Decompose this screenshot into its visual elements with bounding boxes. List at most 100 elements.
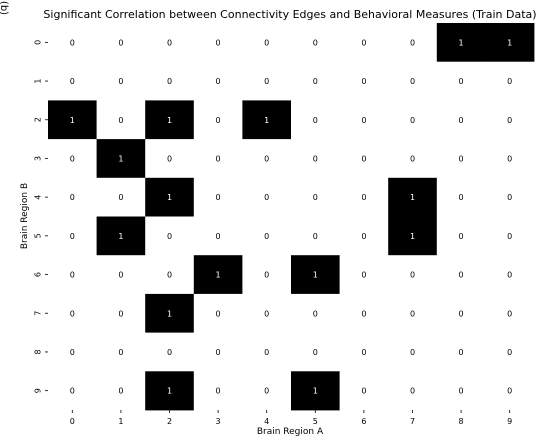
corner-label: (b) [0, 1, 9, 15]
heatmap-cell-r9-c6 [339, 371, 389, 411]
heatmap-cell-label-r4-c7: 1 [410, 193, 415, 202]
heatmap-cell-label-r7-c5: 0 [313, 309, 318, 318]
heatmap-cell-label-r2-c8: 0 [459, 116, 464, 125]
heatmap-cell-label-r6-c9: 0 [507, 271, 512, 280]
heatmap-cell-label-r9-c3: 0 [216, 387, 221, 396]
heatmap-cell-label-r2-c6: 0 [361, 116, 366, 125]
heatmap-cell-label-r1-c6: 0 [361, 77, 366, 86]
heatmap-cell-label-r3-c6: 0 [361, 154, 366, 163]
heatmap-cell-label-r8-c7: 0 [410, 348, 415, 357]
heatmap-cell-label-r0-c4: 0 [264, 38, 269, 47]
heatmap-cell-r5-c9 [485, 216, 535, 256]
heatmap-cell-r5-c8 [436, 216, 486, 256]
heatmap-cell-r1-c9 [485, 61, 535, 101]
heatmap-cell-r7-c1 [96, 293, 146, 333]
heatmap-cell-r9-c7 [388, 371, 438, 411]
heatmap-cell-label-r4-c6: 0 [361, 193, 366, 202]
heatmap-cell-r9-c9 [485, 371, 535, 411]
heatmap-cell-r5-c0 [48, 216, 97, 256]
heatmap-cell-r3-c1 [96, 139, 146, 179]
heatmap-cell-r8-c5 [291, 332, 340, 372]
heatmap-cell-r5-c5 [291, 216, 340, 256]
x-tick-label-2: 2 [167, 417, 172, 426]
y-tick-label-2: 2 [34, 117, 43, 122]
heatmap-cell-r2-c5 [291, 100, 340, 140]
heatmap-cell-label-r8-c3: 0 [216, 348, 221, 357]
heatmap-cell-label-r7-c2: 1 [167, 309, 172, 318]
heatmap-cell-label-r9-c7: 0 [410, 387, 415, 396]
heatmap-cell-label-r1-c2: 0 [167, 77, 172, 86]
heatmap-cell-r8-c7 [388, 332, 438, 372]
heatmap-cell-label-r5-c3: 0 [216, 232, 221, 241]
heatmap-cell-label-r9-c5: 1 [313, 387, 318, 396]
heatmap-cell-label-r0-c0: 0 [70, 38, 75, 47]
heatmap-cell-label-r5-c5: 0 [313, 232, 318, 241]
heatmap-cell-r0-c6 [339, 23, 389, 63]
heatmap-cell-label-r0-c3: 0 [216, 38, 221, 47]
heatmap-cell-label-r4-c0: 0 [70, 193, 75, 202]
x-tick-label-5: 5 [313, 417, 318, 426]
heatmap-cell-r7-c5 [291, 293, 340, 333]
heatmap-cell-r4-c0 [48, 177, 97, 217]
heatmap-cell-label-r4-c9: 0 [507, 193, 512, 202]
y-tick-label-0: 0 [34, 40, 43, 45]
heatmap-cell-r1-c1 [96, 61, 146, 101]
heatmap-cell-r3-c4 [242, 139, 292, 179]
heatmap-cell-r1-c4 [242, 61, 292, 101]
heatmap-cell-r1-c6 [339, 61, 389, 101]
heatmap-cell-r2-c8 [436, 100, 486, 140]
heatmap-cell-label-r3-c9: 0 [507, 154, 512, 163]
heatmap-cell-r7-c4 [242, 293, 292, 333]
y-tick-label-6: 6 [34, 272, 43, 277]
heatmap-cell-r0-c1 [96, 23, 146, 63]
y-tick-label-1: 1 [34, 79, 43, 84]
heatmap-cell-label-r3-c5: 0 [313, 154, 318, 163]
heatmap-cell-label-r8-c0: 0 [70, 348, 75, 357]
heatmap-cells: 0 0 0 0 0 0 0 0 1 1 0 0 0 0 0 0 0 0 0 0 1 0 1 0 1 0 0 0 0 0 0 1 0 0 0 0 0 0 0 0… [48, 23, 535, 411]
heatmap-cell-label-r8-c1: 0 [118, 348, 123, 357]
x-tick-label-1: 1 [118, 417, 123, 426]
heatmap-cell-label-r7-c9: 0 [507, 309, 512, 318]
heatmap-cell-label-r4-c2: 1 [167, 193, 172, 202]
heatmap-cell-label-r1-c0: 0 [70, 77, 75, 86]
heatmap-cell-r0-c2 [145, 23, 195, 63]
heatmap-cell-r9-c3 [193, 371, 243, 411]
heatmap-cell-label-r9-c4: 0 [264, 387, 269, 396]
heatmap-cell-r8-c6 [339, 332, 389, 372]
heatmap-cell-r7-c3 [193, 293, 243, 333]
heatmap-cell-label-r7-c6: 0 [361, 309, 366, 318]
heatmap-cell-r5-c3 [193, 216, 243, 256]
y-axis-label: Brain Region B [20, 183, 30, 249]
heatmap-cell-r2-c7 [388, 100, 438, 140]
heatmap-cell-r4-c8 [436, 177, 486, 217]
heatmap-cell-r1-c5 [291, 61, 340, 101]
heatmap-cell-r3-c9 [485, 139, 535, 179]
heatmap-cell-label-r5-c2: 0 [167, 232, 172, 241]
heatmap-cell-r7-c0 [48, 293, 97, 333]
heatmap-cell-r3-c0 [48, 139, 97, 179]
heatmap-cell-label-r0-c9: 1 [507, 38, 512, 47]
heatmap-cell-label-r9-c2: 1 [167, 387, 172, 396]
heatmap-cell-label-r9-c9: 0 [507, 387, 512, 396]
heatmap-cell-r1-c2 [145, 61, 195, 101]
heatmap-cell-r3-c8 [436, 139, 486, 179]
heatmap-cell-r0-c8 [436, 23, 486, 63]
y-axis-ticks: 0 1 2 3 4 5 6 7 8 9 [34, 40, 48, 393]
heatmap-cell-r8-c0 [48, 332, 97, 372]
heatmap-cell-r6-c5 [291, 255, 340, 295]
heatmap-cell-label-r1-c9: 0 [507, 77, 512, 86]
heatmap-cell-r2-c3 [193, 100, 243, 140]
heatmap-cell-label-r5-c9: 0 [507, 232, 512, 241]
heatmap-cell-label-r5-c6: 0 [361, 232, 366, 241]
heatmap-cell-label-r2-c4: 1 [264, 116, 269, 125]
heatmap-cell-label-r6-c0: 0 [70, 271, 75, 280]
heatmap-cell-r4-c9 [485, 177, 535, 217]
heatmap-cell-r3-c6 [339, 139, 389, 179]
heatmap-cell-label-r5-c0: 0 [70, 232, 75, 241]
heatmap-cell-r3-c5 [291, 139, 340, 179]
heatmap-cell-r2-c4 [242, 100, 292, 140]
heatmap-cell-r3-c3 [193, 139, 243, 179]
heatmap-cell-label-r0-c1: 0 [118, 38, 123, 47]
heatmap-cell-label-r6-c4: 0 [264, 271, 269, 280]
